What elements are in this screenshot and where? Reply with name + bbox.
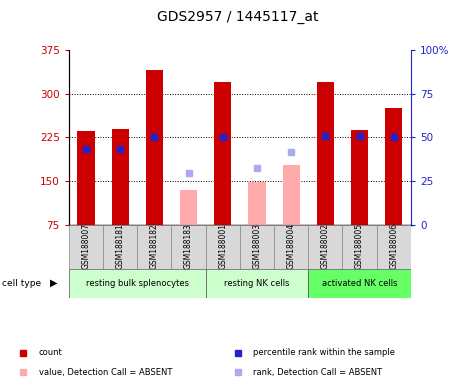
Text: GDS2957 / 1445117_at: GDS2957 / 1445117_at [157, 10, 318, 23]
Text: GSM188004: GSM188004 [287, 223, 295, 269]
Bar [214, 82, 231, 225]
Bar [146, 70, 163, 225]
Bar [69, 269, 206, 298]
Bar [112, 129, 129, 225]
Bar [137, 225, 171, 269]
Text: resting NK cells: resting NK cells [224, 279, 290, 288]
Bar [248, 182, 266, 225]
Text: percentile rank within the sample: percentile rank within the sample [253, 348, 395, 357]
Text: GSM188183: GSM188183 [184, 223, 193, 269]
Bar [385, 108, 402, 225]
Bar [103, 225, 137, 269]
Text: GSM188002: GSM188002 [321, 223, 330, 269]
Text: GSM188007: GSM188007 [82, 223, 90, 269]
Bar [77, 131, 95, 225]
Text: resting bulk splenocytes: resting bulk splenocytes [86, 279, 189, 288]
Bar [69, 225, 103, 269]
Bar [180, 190, 197, 225]
Text: value, Detection Call = ABSENT: value, Detection Call = ABSENT [39, 368, 172, 377]
Bar [206, 225, 240, 269]
Bar [274, 225, 308, 269]
Bar [308, 269, 411, 298]
Text: count: count [39, 348, 63, 357]
Bar [377, 225, 411, 269]
Text: GSM188181: GSM188181 [116, 223, 124, 269]
Bar [171, 225, 206, 269]
Text: GSM188005: GSM188005 [355, 223, 364, 269]
Bar [283, 165, 300, 225]
Bar [351, 130, 368, 225]
Text: GSM188001: GSM188001 [218, 223, 227, 269]
Text: activated NK cells: activated NK cells [322, 279, 397, 288]
Text: GSM188182: GSM188182 [150, 223, 159, 269]
Bar [206, 269, 308, 298]
Text: GSM188006: GSM188006 [390, 223, 398, 269]
Text: cell type: cell type [2, 279, 41, 288]
Text: rank, Detection Call = ABSENT: rank, Detection Call = ABSENT [253, 368, 382, 377]
Text: GSM188003: GSM188003 [253, 223, 261, 269]
Bar [240, 225, 274, 269]
Bar [342, 225, 377, 269]
Bar [317, 82, 334, 225]
Text: ▶: ▶ [50, 278, 57, 288]
Bar [308, 225, 342, 269]
